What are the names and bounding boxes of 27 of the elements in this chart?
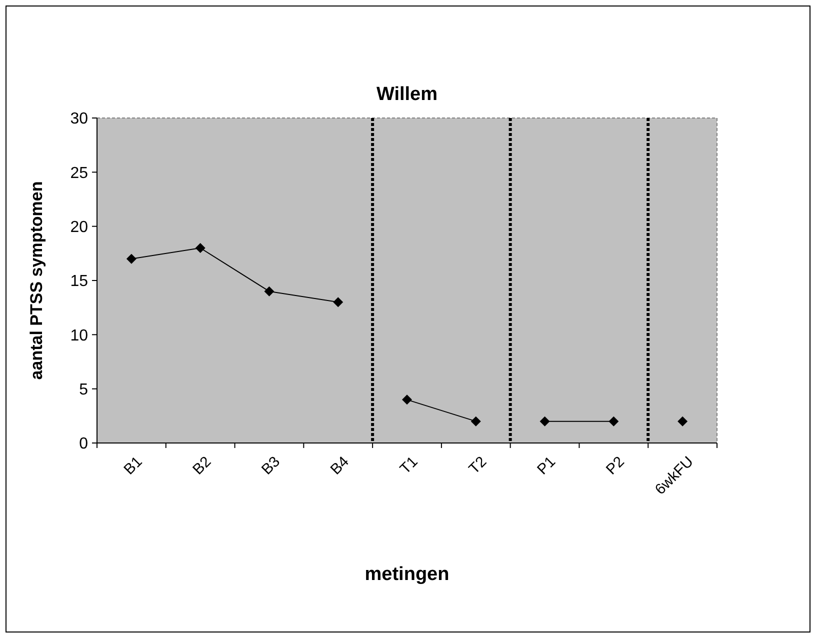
x-tick-label: P1 (534, 453, 560, 478)
y-tick-label: 5 (79, 381, 88, 398)
y-tick-label: 0 (79, 436, 88, 453)
point (126, 254, 136, 264)
y-tick-label: 20 (70, 218, 88, 236)
point (470, 416, 481, 426)
y-tick-label: 25 (70, 164, 88, 182)
x-tick-label: T2 (466, 453, 490, 478)
x-tick-label: B2 (190, 453, 215, 478)
point (195, 243, 206, 253)
point (608, 416, 619, 426)
x-tick-label: T1 (396, 453, 422, 478)
chart-title: Willem (376, 84, 438, 105)
x-tick-label: B4 (327, 453, 352, 478)
x-tick-label: B1 (120, 453, 146, 478)
y-tick-label: 10 (70, 327, 88, 344)
x-tick-label: B3 (258, 453, 284, 478)
point (333, 297, 344, 308)
point (264, 286, 274, 296)
y-tick-label: 15 (70, 273, 88, 290)
point (402, 394, 412, 405)
point (678, 416, 688, 426)
y-tick-label: 30 (70, 110, 88, 128)
point (540, 416, 550, 426)
y-axis-title: aantal PTSS symptomen (27, 181, 46, 380)
x-tick-label: P2 (602, 453, 628, 478)
x-axis-title: metingen (364, 564, 450, 585)
